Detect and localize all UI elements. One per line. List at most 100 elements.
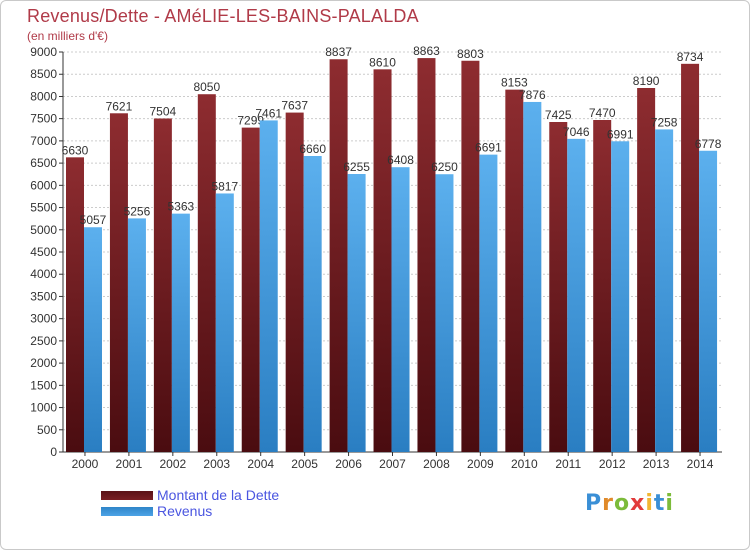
data-label-revenue: 5256 (124, 204, 151, 218)
chart-title: Revenus/Dette - AMéLIE-LES-BAINS-PALALDA (27, 6, 419, 26)
x-tick-label: 2006 (335, 457, 362, 471)
bar-debt (417, 58, 436, 452)
data-label-revenue: 6691 (475, 141, 502, 155)
x-tick-label: 2002 (159, 457, 186, 471)
y-tick-label: 6500 (30, 156, 57, 170)
bar-revenue (655, 129, 674, 452)
bar-debt (66, 157, 84, 453)
data-label-debt: 7621 (106, 99, 133, 113)
legend-swatch-debt (101, 490, 153, 500)
data-label-debt: 8734 (677, 50, 704, 64)
bar-revenue (303, 156, 322, 452)
y-tick-label: 3000 (30, 312, 57, 326)
y-tick-label: 500 (37, 423, 57, 437)
x-tick-label: 2014 (687, 457, 714, 471)
y-tick-label: 3500 (30, 289, 57, 303)
data-label-revenue: 5363 (168, 200, 195, 214)
legend: Montant de la Dette Revenus (101, 487, 279, 519)
data-label-debt: 7299 (237, 114, 264, 128)
x-tick-label: 2013 (643, 457, 670, 471)
x-tick-label: 2009 (467, 457, 494, 471)
data-label-debt: 8050 (193, 80, 220, 94)
bar-revenue (611, 141, 630, 453)
bar-debt (505, 89, 524, 453)
y-tick-label: 1000 (30, 401, 57, 415)
data-label-revenue: 6255 (343, 160, 370, 174)
y-tick-label: 2000 (30, 356, 57, 370)
legend-label-debt: Montant de la Dette (157, 487, 280, 503)
bar-debt (461, 60, 480, 452)
legend-item-revenue: Revenus (101, 503, 279, 519)
data-label-revenue: 6660 (299, 142, 326, 156)
data-label-revenue: 7258 (651, 115, 678, 129)
y-tick-label: 6000 (30, 178, 57, 192)
data-label-revenue: 6250 (431, 160, 458, 174)
bar-revenue (479, 154, 498, 452)
bar-debt (593, 120, 612, 452)
bar-debt (153, 118, 172, 452)
legend-swatch-revenue (101, 506, 153, 516)
x-tick-label: 2008 (423, 457, 450, 471)
data-label-revenue: 6778 (695, 137, 722, 151)
data-label-revenue: 7876 (519, 88, 546, 102)
bar-debt (241, 127, 260, 452)
logo-letter: i (665, 491, 674, 516)
y-tick-label: 9000 (30, 45, 57, 59)
bar-revenue (215, 193, 234, 452)
data-label-debt: 7470 (589, 106, 616, 120)
x-tick-label: 2011 (555, 457, 581, 471)
logo-letter: o (613, 491, 631, 516)
y-tick-label: 5000 (30, 223, 57, 237)
y-tick-label: 8000 (30, 89, 57, 103)
data-label-debt: 8803 (457, 47, 484, 61)
bar-revenue (347, 174, 366, 452)
logo-letter: x (630, 491, 646, 516)
bar-debt (373, 69, 392, 452)
data-label-revenue: 7046 (563, 125, 590, 139)
data-label-revenue: 5057 (80, 213, 107, 227)
bar-revenue (391, 167, 410, 452)
bar-debt (197, 94, 216, 452)
data-label-debt: 6630 (62, 143, 89, 157)
logo-letter: P (585, 491, 603, 516)
data-label-revenue: 5817 (211, 179, 238, 193)
y-tick-label: 2500 (30, 334, 57, 348)
legend-item-debt: Montant de la Dette (101, 487, 279, 503)
x-tick-label: 2007 (379, 457, 406, 471)
data-label-revenue: 7461 (255, 106, 282, 120)
y-tick-label: 4000 (30, 267, 57, 281)
data-label-debt: 7637 (281, 99, 308, 113)
data-label-debt: 8190 (633, 74, 660, 88)
bar-revenue (84, 227, 102, 452)
legend-label-revenue: Revenus (157, 503, 213, 519)
logo-letter: r (602, 491, 614, 516)
chart-subtitle: (en milliers d'€) (27, 29, 108, 43)
bar-revenue (435, 174, 454, 452)
x-tick-label: 2004 (247, 457, 274, 471)
data-label-debt: 7504 (150, 104, 177, 118)
data-label-revenue: 6991 (607, 127, 634, 141)
bar-revenue (259, 120, 278, 453)
logo-letter: t (653, 491, 666, 516)
proxiti-logo: Proxiti (585, 491, 674, 516)
y-tick-label: 1500 (30, 378, 57, 392)
bar-revenue (567, 138, 586, 452)
data-label-debt: 7425 (545, 108, 572, 122)
bar-debt (285, 112, 304, 453)
y-tick-label: 4500 (30, 245, 57, 259)
bar-revenue (171, 213, 190, 452)
x-tick-label: 2005 (291, 457, 318, 471)
data-label-debt: 8863 (413, 44, 440, 58)
y-tick-label: 7000 (30, 134, 57, 148)
bar-chart: 0 500 1000 1500 2000 2500 3000 3500 4000 4500 5000… (30, 44, 722, 471)
bar-debt (549, 122, 568, 452)
logo-letter: i (645, 491, 654, 516)
y-tick-label: 0 (50, 445, 57, 459)
bar-revenue (699, 150, 718, 452)
bar-debt (681, 63, 700, 452)
bar-debt (109, 113, 128, 453)
x-tick-label: 2001 (116, 457, 143, 471)
x-tick-label: 2010 (511, 457, 538, 471)
bar-debt (329, 59, 348, 452)
